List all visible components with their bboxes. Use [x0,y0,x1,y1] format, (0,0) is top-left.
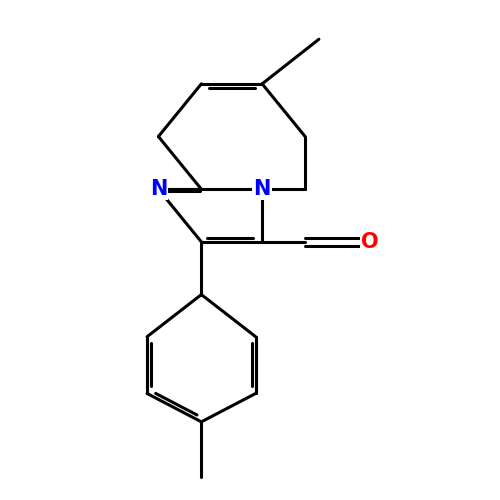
Text: O: O [361,232,379,252]
Text: N: N [254,179,271,199]
Text: N: N [150,179,167,199]
